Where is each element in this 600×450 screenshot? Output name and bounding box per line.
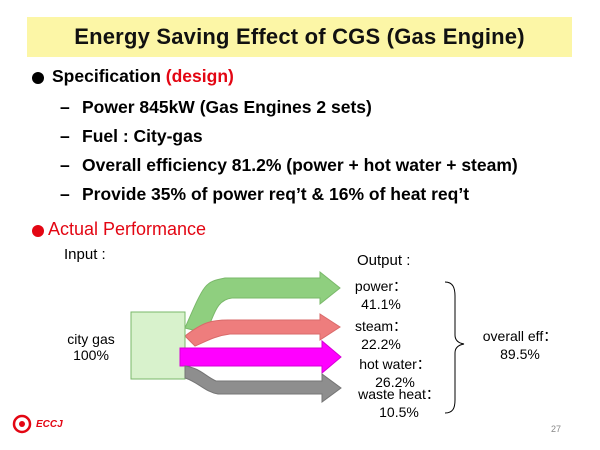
steam-output-label: steam： 22.2% [354, 318, 408, 352]
spec-item-text: Overall efficiency 81.2% (power + hot wa… [82, 155, 518, 175]
bullet-dot-red [32, 225, 44, 237]
overall-efficiency-label: overall eff： 89.5% [482, 328, 558, 362]
waste-heat-output-label: waste heat： 10.5% [358, 386, 440, 420]
input-label: Input : [64, 246, 106, 263]
spec-item-text: Fuel : City-gas [82, 126, 203, 146]
hot-water-flow-arrow [179, 339, 342, 375]
spec-item: – Power 845kW (Gas Engines 2 sets) [60, 97, 372, 117]
city-gas-box [130, 311, 186, 380]
hot-water-output-label: hot water： 26.2% [359, 356, 431, 390]
spec-item-text: Power 845kW (Gas Engines 2 sets) [82, 97, 372, 117]
page-title: Energy Saving Effect of CGS (Gas Engine) [74, 24, 525, 49]
spec-item-text: Provide 35% of power req’t & 16% of heat… [82, 184, 470, 204]
eccj-logo-text: ECCJ [36, 419, 63, 430]
bullet-dot [32, 72, 44, 84]
spec-label: Specification [52, 66, 166, 86]
spec-heading: Specification (design) [52, 66, 234, 87]
power-output-label: power： 41.1% [354, 278, 408, 312]
page-number: 27 [551, 424, 562, 434]
spec-item: – Provide 35% of power req’t & 16% of hea… [60, 184, 470, 204]
actual-heading: Actual Performance [48, 219, 207, 239]
steam-flow-arrow [184, 313, 341, 347]
power-flow-arrow [184, 270, 341, 334]
title-banner: Energy Saving Effect of CGS (Gas Engine) [27, 17, 572, 57]
city-gas-label: city gas 100% [67, 331, 115, 363]
waste-heat-flow-arrow [184, 365, 342, 403]
spec-label-design: (design) [165, 66, 234, 86]
spec-item: – Fuel : City-gas [60, 126, 203, 146]
spec-item: – Overall efficiency 81.2% (power + hot w… [60, 155, 518, 175]
output-label: Output : [357, 252, 411, 269]
total-brace [444, 281, 465, 414]
